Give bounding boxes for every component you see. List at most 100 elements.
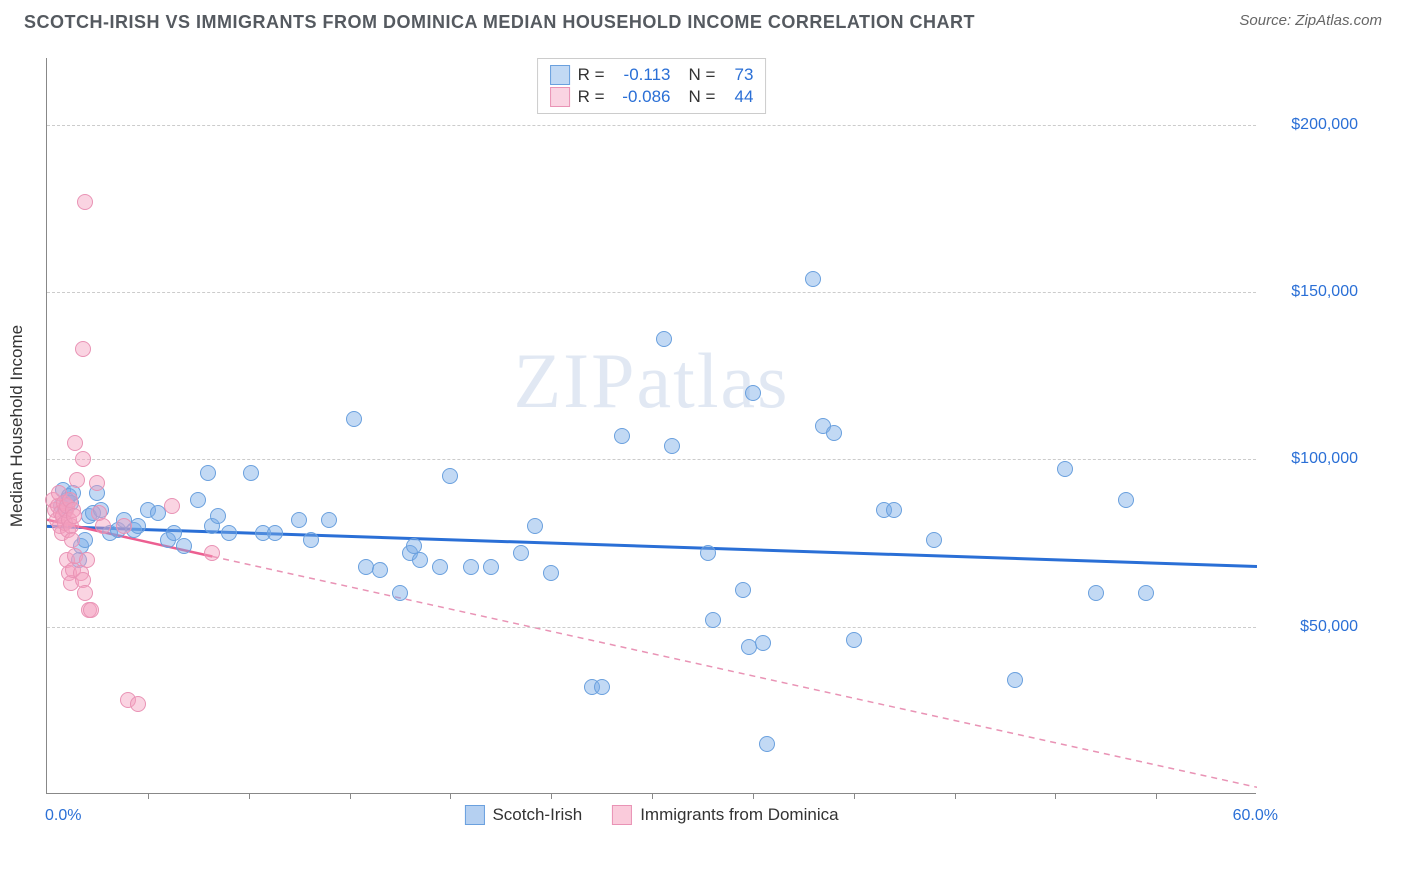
- chart-title: SCOTCH-IRISH VS IMMIGRANTS FROM DOMINICA…: [24, 12, 975, 33]
- data-point: [664, 438, 680, 454]
- data-point: [303, 532, 319, 548]
- data-point: [267, 525, 283, 541]
- data-point: [594, 679, 610, 695]
- data-point: [95, 518, 111, 534]
- stats-row: R = -0.113 N = 73: [550, 65, 754, 85]
- data-point: [291, 512, 307, 528]
- x-tick: [854, 793, 855, 799]
- data-point: [1138, 585, 1154, 601]
- x-tick: [1055, 793, 1056, 799]
- series-swatch: [550, 65, 570, 85]
- data-point: [1088, 585, 1104, 601]
- legend-item: Scotch-Irish: [464, 805, 582, 825]
- data-point: [527, 518, 543, 534]
- data-point: [190, 492, 206, 508]
- scatter-chart: Median Household Income ZIPatlas R =-0.1…: [46, 58, 1366, 828]
- x-tick: [753, 793, 754, 799]
- x-tick: [148, 793, 149, 799]
- stats-row: R =-0.086N =44: [550, 87, 754, 107]
- x-tick: [249, 793, 250, 799]
- y-axis-label: Median Household Income: [7, 324, 27, 526]
- data-point: [483, 559, 499, 575]
- chart-header: SCOTCH-IRISH VS IMMIGRANTS FROM DOMINICA…: [0, 0, 1406, 37]
- data-point: [735, 582, 751, 598]
- x-axis-min-label: 0.0%: [45, 807, 81, 825]
- data-point: [77, 194, 93, 210]
- data-point: [805, 271, 821, 287]
- r-label: R =: [578, 65, 605, 85]
- x-tick: [1156, 793, 1157, 799]
- data-point: [66, 508, 82, 524]
- data-point: [846, 632, 862, 648]
- data-point: [826, 425, 842, 441]
- data-point: [79, 552, 95, 568]
- n-label: N =: [689, 65, 716, 85]
- data-point: [926, 532, 942, 548]
- x-tick: [551, 793, 552, 799]
- x-tick: [350, 793, 351, 799]
- legend-item: Immigrants from Dominica: [612, 805, 838, 825]
- data-point: [346, 411, 362, 427]
- data-point: [1118, 492, 1134, 508]
- r-label: R =: [578, 87, 605, 107]
- gridline-h: [47, 292, 1256, 293]
- data-point: [886, 502, 902, 518]
- data-point: [210, 508, 226, 524]
- data-point: [64, 532, 80, 548]
- data-point: [69, 472, 85, 488]
- data-point: [75, 451, 91, 467]
- x-tick: [450, 793, 451, 799]
- source-attribution: Source: ZipAtlas.com: [1239, 12, 1382, 29]
- x-tick: [955, 793, 956, 799]
- y-tick-label: $100,000: [1263, 450, 1358, 468]
- n-value: 44: [723, 87, 753, 107]
- data-point: [614, 428, 630, 444]
- legend: Scotch-Irish Immigrants from Dominica: [464, 805, 838, 825]
- data-point: [442, 468, 458, 484]
- data-point: [164, 498, 180, 514]
- data-point: [656, 331, 672, 347]
- data-point: [130, 696, 146, 712]
- data-point: [321, 512, 337, 528]
- data-point: [77, 585, 93, 601]
- y-tick-label: $200,000: [1263, 116, 1358, 134]
- data-point: [513, 545, 529, 561]
- plot-area: Median Household Income ZIPatlas R =-0.1…: [46, 58, 1256, 794]
- x-axis-max-label: 60.0%: [1233, 807, 1278, 825]
- legend-swatch: [464, 805, 484, 825]
- data-point: [755, 635, 771, 651]
- legend-swatch: [612, 805, 632, 825]
- legend-label: Immigrants from Dominica: [640, 805, 838, 825]
- trend-lines: [47, 58, 1257, 794]
- y-tick-label: $50,000: [1263, 618, 1358, 636]
- series-swatch: [550, 87, 570, 107]
- r-value: -0.113: [613, 65, 671, 85]
- x-tick: [652, 793, 653, 799]
- gridline-h: [47, 627, 1256, 628]
- data-point: [89, 475, 105, 491]
- gridline-h: [47, 125, 1256, 126]
- n-value: 73: [723, 65, 753, 85]
- data-point: [392, 585, 408, 601]
- data-point: [83, 602, 99, 618]
- data-point: [75, 341, 91, 357]
- data-point: [204, 545, 220, 561]
- data-point: [543, 565, 559, 581]
- data-point: [463, 559, 479, 575]
- data-point: [700, 545, 716, 561]
- data-point: [243, 465, 259, 481]
- legend-label: Scotch-Irish: [492, 805, 582, 825]
- data-point: [130, 518, 146, 534]
- data-point: [412, 552, 428, 568]
- data-point: [176, 538, 192, 554]
- data-point: [221, 525, 237, 541]
- correlation-stats-box: R = -0.113 N = 73R =-0.086N =44: [537, 58, 767, 114]
- data-point: [200, 465, 216, 481]
- data-point: [116, 518, 132, 534]
- data-point: [705, 612, 721, 628]
- watermark: ZIPatlas: [514, 336, 790, 426]
- data-point: [372, 562, 388, 578]
- y-tick-label: $150,000: [1263, 283, 1358, 301]
- data-point: [67, 435, 83, 451]
- data-point: [759, 736, 775, 752]
